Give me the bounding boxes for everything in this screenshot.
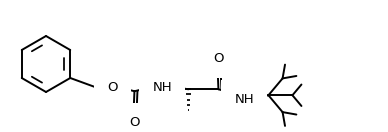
Text: NH: NH <box>152 81 172 94</box>
Text: O: O <box>214 52 224 65</box>
Text: O: O <box>107 81 118 94</box>
Text: NH: NH <box>235 93 254 106</box>
Text: O: O <box>130 116 140 129</box>
